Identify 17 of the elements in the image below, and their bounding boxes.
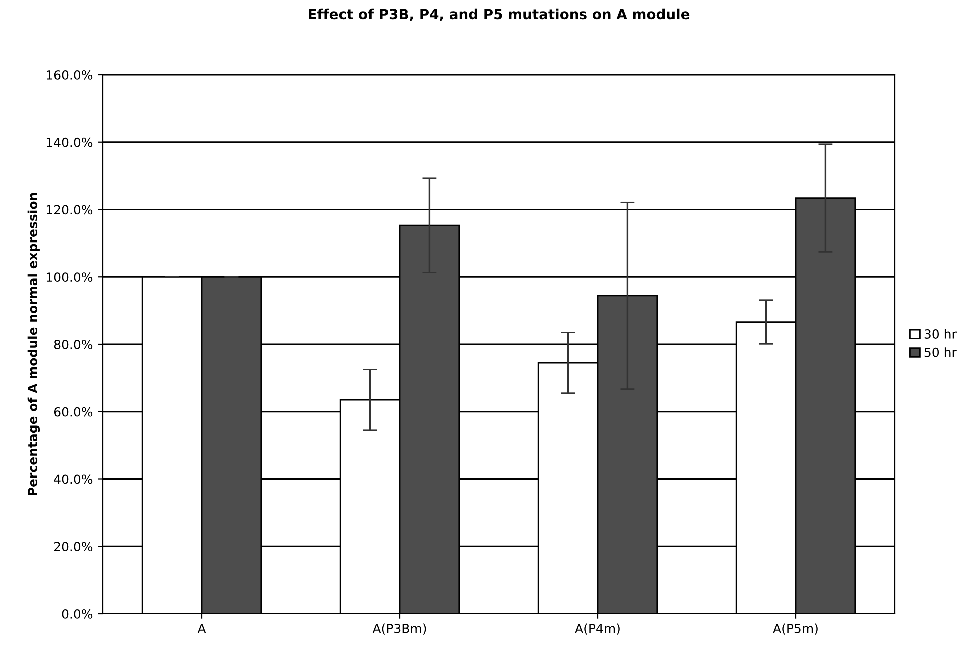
- y-tick-label: 0.0%: [62, 609, 93, 619]
- y-tick-label: 40.0%: [54, 474, 93, 484]
- legend-label: 50 hr: [924, 348, 957, 358]
- y-tick-label: 120.0%: [46, 205, 93, 215]
- y-tick-label: 20.0%: [54, 542, 93, 552]
- y-tick-label: 100.0%: [46, 272, 93, 282]
- x-tick-label: A(P5m): [773, 624, 818, 635]
- y-tick-label: 140.0%: [46, 138, 93, 148]
- x-tick-label: A(P4m): [575, 624, 620, 635]
- chart-title: Effect of P3B, P4, and P5 mutations on A module: [309, 8, 690, 22]
- legend-label: 30 hr: [924, 329, 957, 339]
- y-tick-label: 160.0%: [46, 70, 93, 80]
- y-tick-label: 80.0%: [54, 340, 93, 350]
- x-tick-label: A(P3Bm): [372, 624, 426, 635]
- x-tick-label: A: [198, 624, 206, 634]
- y-tick-label: 60.0%: [54, 407, 93, 417]
- y-axis-title: Percentage of A module normal expression: [28, 193, 40, 496]
